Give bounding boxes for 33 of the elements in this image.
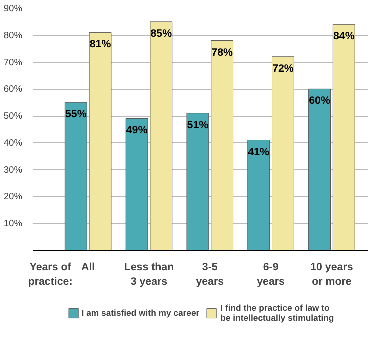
y-tick-label: 80% <box>4 30 22 40</box>
data-label: 55% <box>65 108 88 121</box>
x-tick-label: All <box>82 262 96 274</box>
bar <box>308 88 331 250</box>
bar <box>186 113 210 250</box>
bar <box>272 56 294 250</box>
y-tick-label: 90% <box>4 4 22 14</box>
bar <box>211 40 234 250</box>
data-label: 49% <box>126 124 148 137</box>
data-label: 72% <box>272 62 294 75</box>
text: Years of practice: <box>28 262 73 288</box>
x-tick-label: 6-9 years <box>257 262 286 288</box>
data-label: 51% <box>187 119 210 132</box>
x-tick-label: 3-5 years <box>196 262 224 288</box>
x-tick-label: 10 years or more <box>310 262 354 288</box>
bar <box>332 24 356 250</box>
data-label: 60% <box>309 95 331 108</box>
data-label: 85% <box>150 28 173 40</box>
y-tick-label: 40% <box>4 138 22 148</box>
y-tick-label: 20% <box>4 192 22 202</box>
data-label: 81% <box>90 38 112 51</box>
y-tick-label: 50% <box>4 111 22 122</box>
legend-label: I am satisfied with my career <box>82 308 200 318</box>
bar <box>248 140 270 250</box>
x-tick-label: Less than 3 years <box>124 262 174 288</box>
y-tick-label: 60% <box>4 84 22 94</box>
y-tick-label: 30% <box>4 164 22 175</box>
legend-label: I find the practice of law to be intellectually stimulating <box>220 303 334 323</box>
data-label: 41% <box>248 146 270 158</box>
data-label: 78% <box>212 46 234 59</box>
data-label: 84% <box>333 30 356 43</box>
y-tick-label: 70% <box>4 57 22 68</box>
y-tick-label: 10% <box>4 218 22 229</box>
